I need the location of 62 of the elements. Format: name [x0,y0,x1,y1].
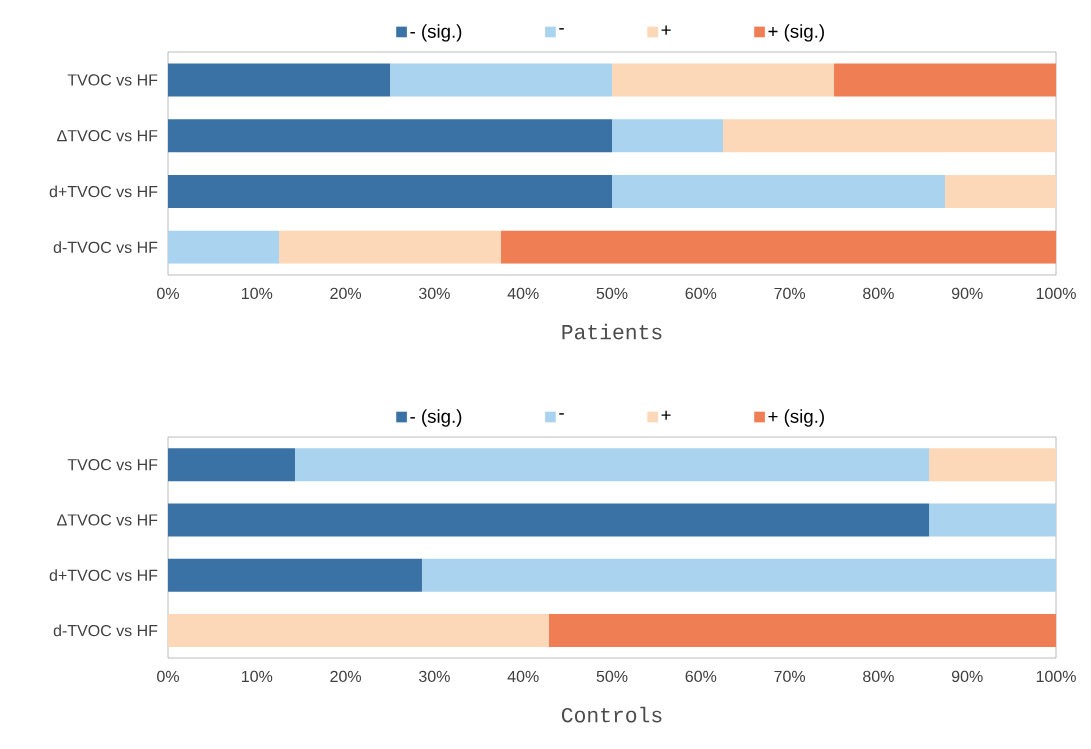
x-tick-label: 80% [863,287,894,300]
bar [548,613,1057,647]
x-tick-label: 100% [1036,287,1076,300]
bar [168,63,391,97]
bar [501,230,1057,264]
x-tick-label: 40% [507,287,539,300]
legend-label: + (sig.) [768,409,824,427]
legend-label: + (sig.) [768,24,824,42]
legend-label: + [661,25,671,35]
legend-label: - (sig.) [410,24,462,42]
bar [168,119,613,153]
x-tick-label: 50% [596,670,628,683]
legend-label: - [559,28,564,30]
bar [279,230,502,264]
legend-label: + [661,410,671,420]
y-tick-label: TVOC vs HF [67,458,158,471]
bar [168,558,422,592]
bar [834,63,1057,97]
y-tick-label: d+TVOC vs HF [49,185,158,198]
bar [612,119,724,153]
x-tick-label: 90% [951,287,983,300]
x-tick-label: 20% [330,670,362,683]
legend-label: - (sig.) [410,409,462,427]
x-tick-label: 70% [774,670,806,683]
x-tick-label: 80% [863,670,894,683]
bar [168,613,549,647]
x-tick-label: 0% [157,287,179,300]
x-tick-label: 50% [596,287,628,300]
x-tick-label: 100% [1036,670,1076,683]
y-tick-label: ΔTVOC vs HF [57,514,158,526]
bar [945,174,1057,208]
y-tick-label: d+TVOC vs HF [49,569,158,581]
bar [612,174,946,208]
y-tick-label: TVOC vs HF [67,74,158,86]
x-tick-label: 10% [242,670,273,683]
y-tick-label: ΔTVOC vs HF [57,129,158,142]
x-tick-label: 30% [419,287,450,300]
bar [929,448,1057,482]
x-tick-label: 30% [419,670,450,683]
bar [723,119,1057,153]
y-tick-label: d-TVOC vs HF [53,241,158,253]
bar [612,63,835,97]
x-tick-label: 90% [951,670,983,683]
x-tick-label: 60% [685,670,717,683]
x-tick-label: 40% [507,670,539,683]
x-tick-label: 70% [774,287,806,300]
bar [929,503,1057,537]
x-tick-label: 60% [685,287,717,300]
x-tick-label: 20% [330,287,362,300]
text: Patients [562,323,662,340]
bar [168,448,295,482]
y-tick-label: d-TVOC vs HF [53,624,158,637]
bar [390,63,613,97]
legend-label: - [559,413,564,415]
bar [168,174,613,208]
bar [168,503,930,537]
bar [294,448,930,482]
x-tick-label: 10% [242,287,273,300]
text: Controls [561,706,662,723]
x-tick-label: 0% [157,670,179,683]
bar [168,230,279,264]
bar [421,558,1057,592]
